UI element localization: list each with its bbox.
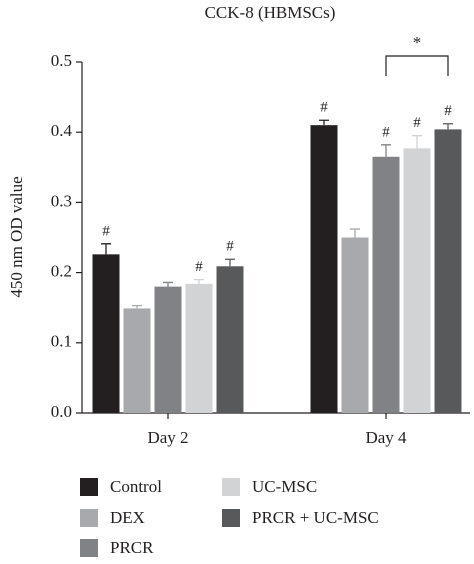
bar — [154, 286, 182, 413]
legend-swatch — [80, 478, 98, 496]
chart-title: CCK-8 (HBMSCs) — [205, 3, 336, 22]
bar — [123, 308, 151, 413]
annotation: # — [102, 223, 110, 239]
annotation: # — [320, 100, 328, 116]
error-bar — [319, 119, 329, 126]
y-tick-label: 0.4 — [51, 121, 73, 140]
error-bar — [101, 243, 111, 255]
bar — [434, 129, 462, 413]
bar — [216, 266, 244, 413]
significance-bracket — [385, 55, 449, 76]
x-tick-label: Day 2 — [147, 428, 188, 447]
legend-swatch — [80, 539, 98, 557]
legend-label: PRCR — [110, 538, 154, 557]
error-bar — [194, 278, 204, 284]
y-tick-label: 0.0 — [51, 402, 72, 421]
bar — [185, 283, 213, 413]
error-bar — [443, 123, 453, 130]
bar — [92, 254, 120, 413]
error-bar — [225, 258, 235, 267]
error-bar — [132, 304, 142, 309]
annotation: # — [444, 103, 452, 119]
y-tick-label: 0.1 — [51, 332, 72, 351]
error-bar — [350, 228, 360, 238]
y-tick-label: 0.5 — [51, 51, 72, 70]
annotation: # — [195, 259, 203, 275]
error-bar — [381, 144, 391, 157]
legend-label: Control — [110, 477, 162, 496]
annotation: # — [413, 115, 421, 131]
x-tick-label: Day 4 — [365, 428, 407, 447]
legend-label: UC-MSC — [252, 477, 317, 496]
bar — [372, 156, 400, 413]
error-bar — [163, 281, 173, 287]
legend-label: PRCR + UC-MSC — [252, 508, 379, 527]
bar — [310, 125, 338, 414]
legend-swatch — [222, 478, 240, 496]
y-axis-label: 450 nm OD value — [7, 176, 26, 297]
significance-label: * — [413, 33, 422, 52]
y-tick-label: 0.3 — [51, 191, 72, 210]
annotation: # — [382, 124, 390, 140]
y-tick-label: 0.2 — [51, 262, 72, 281]
annotation: # — [226, 239, 234, 255]
bar — [403, 148, 431, 413]
legend-swatch — [222, 509, 240, 527]
error-bar — [412, 135, 422, 149]
legend-label: DEX — [110, 508, 145, 527]
legend-swatch — [80, 509, 98, 527]
bar — [341, 237, 369, 413]
